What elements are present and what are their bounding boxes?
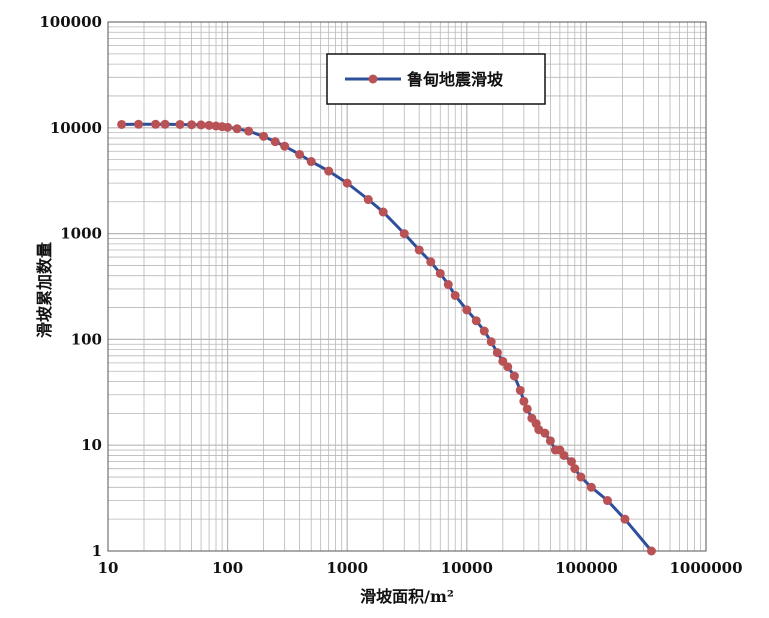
data-point [576, 472, 586, 482]
data-point [509, 371, 519, 381]
data-point [363, 195, 373, 205]
data-point [117, 119, 127, 129]
data-point [519, 396, 529, 406]
y-axis-label: 滑坡累加数量 [35, 242, 54, 338]
data-point [151, 119, 161, 129]
data-point [134, 119, 144, 129]
data-point [492, 348, 502, 358]
data-point [270, 137, 280, 147]
data-point [646, 546, 656, 556]
data-point [559, 450, 569, 460]
data-point [462, 305, 472, 315]
data-point [244, 126, 254, 136]
data-point [620, 514, 630, 524]
y-tick-label: 10000 [50, 119, 102, 137]
data-point [175, 119, 185, 129]
data-point [295, 149, 305, 159]
data-point [570, 464, 580, 474]
legend-marker-swatch [368, 74, 378, 84]
x-tick-label: 1000000 [669, 559, 742, 577]
data-point [545, 436, 555, 446]
data-point [223, 122, 233, 132]
data-point [503, 362, 513, 372]
legend-series-label: 鲁甸地震滑坡 [406, 70, 504, 89]
y-tick-label: 100000 [39, 13, 102, 31]
data-point [586, 482, 596, 492]
y-tick-label: 100 [71, 330, 102, 348]
x-tick-label: 100000 [555, 559, 618, 577]
x-tick-label: 100 [212, 559, 243, 577]
data-point [426, 257, 436, 267]
y-tick-label: 10 [81, 436, 102, 454]
data-point [450, 290, 460, 300]
data-point [471, 316, 481, 326]
data-point [306, 157, 316, 167]
data-point [522, 404, 532, 414]
data-point [204, 120, 214, 130]
x-tick-label: 1000 [326, 559, 368, 577]
data-point [342, 178, 352, 188]
data-point [232, 124, 242, 134]
x-tick-label: 10000 [441, 559, 493, 577]
data-point [540, 428, 550, 438]
series-layer [117, 119, 656, 556]
data-point [435, 268, 445, 278]
data-point [160, 119, 170, 129]
plot-area-frame [107, 21, 707, 552]
data-point [280, 141, 290, 151]
legend: 鲁甸地震滑坡 [326, 53, 546, 105]
y-tick-label: 1000 [60, 225, 102, 243]
data-point [259, 131, 269, 141]
data-point [187, 120, 197, 130]
data-point [443, 280, 453, 290]
tick-labels: 10 100 1000 10000 100000 10000001101001000100… [39, 13, 742, 577]
data-point [479, 326, 489, 336]
data-point [486, 337, 496, 347]
data-point [515, 385, 525, 395]
x-tick-label: 10 [98, 559, 119, 577]
data-point [196, 120, 206, 130]
x-axis-label: 滑坡面积/m² [360, 587, 454, 606]
data-point [414, 245, 424, 255]
data-point [566, 457, 576, 467]
data-point [399, 229, 409, 239]
data-point [324, 166, 334, 176]
y-tick-label: 1 [92, 542, 102, 560]
data-point [378, 207, 388, 217]
data-point [602, 496, 612, 506]
